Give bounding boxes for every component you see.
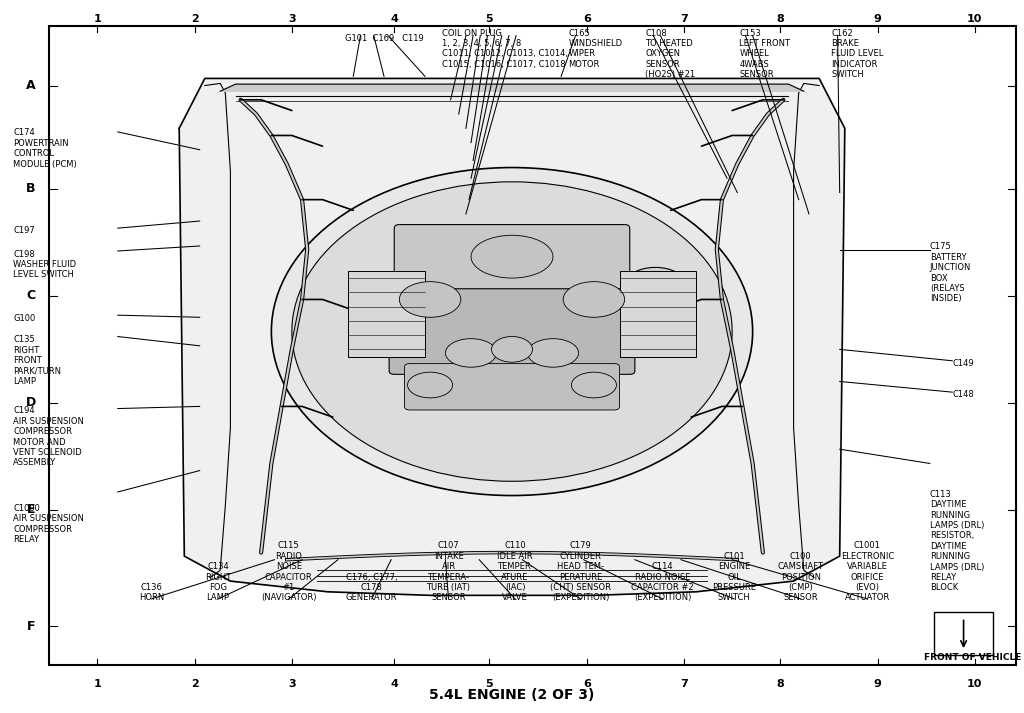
Text: 3: 3 [288, 14, 296, 24]
Text: 8: 8 [776, 14, 784, 24]
Text: 9: 9 [873, 679, 882, 689]
Text: C148: C148 [952, 390, 974, 399]
FancyBboxPatch shape [404, 364, 620, 410]
Text: 3: 3 [288, 679, 296, 689]
Text: C1001
ELECTRONIC
VARIABLE
ORIFICE
(EVO)
ACTUATOR: C1001 ELECTRONIC VARIABLE ORIFICE (EVO) … [841, 541, 894, 602]
Text: C179
CYLINDER
HEAD TEM-
PERATURE
(CHT) SENSOR
(EXPEDITION): C179 CYLINDER HEAD TEM- PERATURE (CHT) S… [550, 541, 611, 602]
Text: 2: 2 [190, 679, 199, 689]
FancyBboxPatch shape [389, 289, 635, 374]
Text: C: C [27, 289, 35, 302]
Text: C197: C197 [13, 226, 35, 235]
Text: C153
LEFT FRONT
WHEEL
4WABS
SENSOR: C153 LEFT FRONT WHEEL 4WABS SENSOR [739, 29, 791, 79]
Polygon shape [220, 84, 804, 91]
Polygon shape [179, 78, 845, 595]
Ellipse shape [471, 235, 553, 278]
Text: A: A [26, 79, 36, 92]
Text: 6: 6 [583, 14, 591, 24]
Text: C162
BRAKE
FLUID LEVEL
INDICATOR
SWITCH: C162 BRAKE FLUID LEVEL INDICATOR SWITCH [831, 29, 884, 79]
Text: C175
BATTERY
JUNCTION
BOX
(RELAYS
INSIDE): C175 BATTERY JUNCTION BOX (RELAYS INSIDE… [930, 242, 971, 304]
Text: C149: C149 [952, 359, 974, 368]
Text: COIL ON PLUG
1, 2, 3, 4, 5, 6, 7, 8
C1011, C1012, C1013, C1014,
C1015, C1016, C1: COIL ON PLUG 1, 2, 3, 4, 5, 6, 7, 8 C101… [442, 29, 568, 68]
Text: F: F [27, 620, 35, 632]
Ellipse shape [408, 372, 453, 398]
Text: 1: 1 [93, 679, 101, 689]
Text: 7: 7 [680, 14, 688, 24]
Text: C198
WASHER FLUID
LEVEL SWITCH: C198 WASHER FLUID LEVEL SWITCH [13, 250, 77, 279]
Bar [348, 271, 425, 356]
Ellipse shape [292, 182, 732, 481]
Text: C114
RADIO NOISE
CAPACITOR #2
(EXPEDITION): C114 RADIO NOISE CAPACITOR #2 (EXPEDITIO… [631, 563, 694, 602]
Text: 5: 5 [485, 679, 494, 689]
Text: C134
RIGHT
FOG
LAMP: C134 RIGHT FOG LAMP [205, 563, 231, 602]
Text: 2: 2 [190, 14, 199, 24]
Text: 4: 4 [390, 679, 398, 689]
Text: C176, C177,
C178
GENERATOR: C176, C177, C178 GENERATOR [346, 573, 397, 602]
Text: C107
INTAKE
AIR
TEMPERA-
TURE (IAT)
SENSOR: C107 INTAKE AIR TEMPERA- TURE (IAT) SENS… [427, 541, 470, 602]
Text: 4: 4 [390, 14, 398, 24]
Text: E: E [27, 503, 35, 516]
Text: 5.4L ENGINE (2 OF 3): 5.4L ENGINE (2 OF 3) [429, 688, 595, 702]
Bar [934, 612, 993, 655]
Text: C100
CAMSHAFT
POSITION
(CMP)
SENSOR: C100 CAMSHAFT POSITION (CMP) SENSOR [778, 552, 823, 602]
Text: 9: 9 [873, 14, 882, 24]
Text: C101
ENGINE
OIL
PRESSURE
SWITCH: C101 ENGINE OIL PRESSURE SWITCH [713, 552, 756, 602]
Text: C110
IDLE AIR
TEMPER-
ATURE
(IAC)
VALVE: C110 IDLE AIR TEMPER- ATURE (IAC) VALVE [497, 541, 534, 602]
Ellipse shape [445, 339, 497, 367]
Ellipse shape [527, 339, 579, 367]
FancyBboxPatch shape [394, 225, 630, 296]
Text: 5: 5 [485, 14, 494, 24]
Text: 10: 10 [967, 679, 983, 689]
Ellipse shape [271, 168, 753, 496]
Text: 10: 10 [967, 14, 983, 24]
Ellipse shape [399, 282, 461, 317]
Text: C115
RADIO
NOISE
CAPACITOR
#1
(NAVIGATOR): C115 RADIO NOISE CAPACITOR #1 (NAVIGATOR… [261, 541, 316, 602]
Text: G100: G100 [13, 314, 36, 323]
Text: D: D [26, 396, 36, 409]
Text: C1000
AIR SUSPENSION
COMPRESSOR
RELAY: C1000 AIR SUSPENSION COMPRESSOR RELAY [13, 504, 84, 544]
Bar [49, 26, 1016, 665]
Ellipse shape [563, 282, 625, 317]
Text: B: B [26, 183, 36, 195]
Text: C194
AIR SUSPENSION
COMPRESSOR
MOTOR AND
VENT SOLENOID
ASSEMBLY: C194 AIR SUSPENSION COMPRESSOR MOTOR AND… [13, 406, 84, 468]
Text: G101  C169   C119: G101 C169 C119 [345, 34, 424, 43]
Text: C113
DAYTIME
RUNNING
LAMPS (DRL)
RESISTOR,
DAYTIME
RUNNING
LAMPS (DRL)
RELAY
BLO: C113 DAYTIME RUNNING LAMPS (DRL) RESISTO… [930, 490, 984, 593]
Ellipse shape [492, 337, 532, 362]
Text: C174
POWERTRAIN
CONTROL
MODULE (PCM): C174 POWERTRAIN CONTROL MODULE (PCM) [13, 128, 77, 168]
Text: C108
TO HEATED
OXYGEN
SENSOR
(HO2S) #21: C108 TO HEATED OXYGEN SENSOR (HO2S) #21 [645, 29, 695, 79]
Text: C165
WINDSHIELD
WIPER
MOTOR: C165 WINDSHIELD WIPER MOTOR [568, 29, 623, 68]
Ellipse shape [571, 372, 616, 398]
Text: C136
HORN: C136 HORN [139, 583, 164, 602]
Text: FRONT OF VEHICLE: FRONT OF VEHICLE [924, 652, 1022, 662]
Text: 6: 6 [583, 679, 591, 689]
Text: 1: 1 [93, 14, 101, 24]
Text: 7: 7 [680, 679, 688, 689]
Text: 8: 8 [776, 679, 784, 689]
Text: C135
RIGHT
FRONT
PARK/TURN
LAMP: C135 RIGHT FRONT PARK/TURN LAMP [13, 335, 61, 386]
Bar [620, 271, 696, 356]
Ellipse shape [625, 267, 686, 303]
